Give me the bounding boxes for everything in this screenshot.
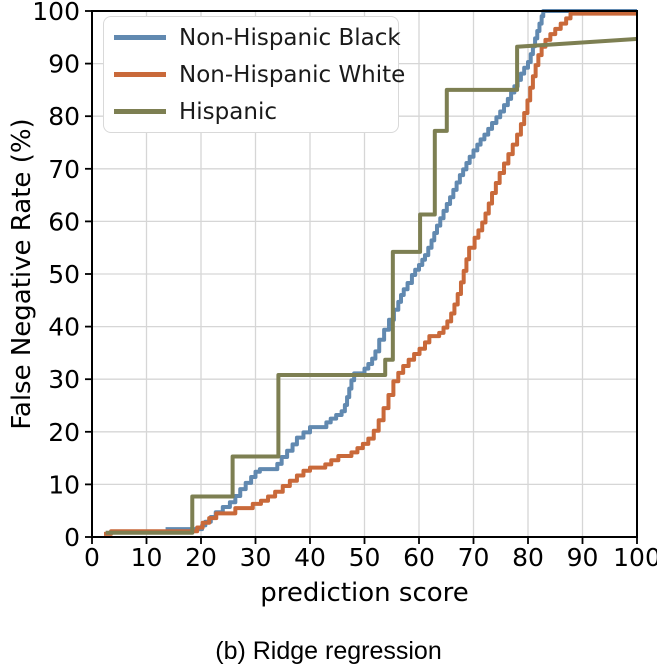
x-tick-label-20: 20	[185, 543, 217, 572]
x-tick-label-50: 50	[349, 543, 381, 572]
y-tick-label-80: 80	[48, 102, 80, 131]
legend-swatch-non-hispanic-white	[114, 72, 166, 77]
legend-label: Hispanic	[179, 98, 277, 125]
y-tick-label-50: 50	[48, 260, 80, 289]
x-tick-label-80: 80	[512, 543, 544, 572]
x-tick-label-90: 90	[567, 543, 599, 572]
non-hispanic-white-line	[103, 11, 637, 536]
x-tick-label-40: 40	[294, 543, 326, 572]
y-tick-label-100: 100	[32, 0, 80, 26]
figure-caption: (b) Ridge regression	[215, 637, 442, 665]
legend-swatch-hispanic	[114, 109, 166, 114]
non-hispanic-black-line	[165, 9, 637, 532]
x-tick-label-70: 70	[458, 543, 490, 572]
x-tick-label-100: 100	[613, 543, 657, 572]
y-tick-label-70: 70	[48, 155, 80, 184]
y-tick-label-10: 10	[48, 470, 80, 499]
y-tick-label-40: 40	[48, 313, 80, 342]
y-tick-label-60: 60	[48, 207, 80, 236]
x-tick-label-10: 10	[131, 543, 163, 572]
legend: Non-Hispanic Black Non-Hispanic White Hi…	[103, 16, 405, 133]
y-tick-label-90: 90	[48, 50, 80, 79]
legend-label: Non-Hispanic White	[179, 61, 406, 88]
y-tick-label-30: 30	[48, 365, 80, 394]
x-axis-label: prediction score	[260, 578, 469, 608]
y-tick-label-20: 20	[48, 418, 80, 447]
x-tick-label-30: 30	[240, 543, 272, 572]
legend-item-non-hispanic-black: Non-Hispanic Black	[114, 19, 401, 56]
legend-swatch-non-hispanic-black	[114, 35, 166, 40]
legend-item-non-hispanic-white: Non-Hispanic White	[114, 56, 405, 93]
legend-label: Non-Hispanic Black	[179, 24, 401, 51]
y-tick-label-0: 0	[64, 523, 80, 552]
y-axis-label: False Negative Rate (%)	[7, 118, 37, 429]
x-tick-label-0: 0	[84, 543, 100, 572]
hispanic-line	[105, 36, 638, 535]
x-tick-label-60: 60	[403, 543, 435, 572]
legend-item-hispanic: Hispanic	[114, 93, 398, 130]
